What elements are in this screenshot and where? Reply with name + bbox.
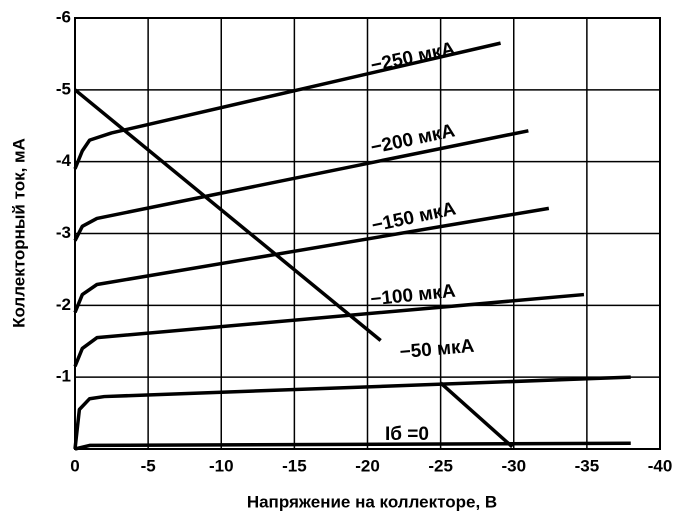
load-line xyxy=(73,88,382,342)
x-tick-label: -40 xyxy=(648,456,673,475)
curve xyxy=(73,206,550,314)
curve xyxy=(73,292,585,368)
y-tick-label: -4 xyxy=(56,151,72,170)
curve xyxy=(73,41,501,170)
x-tick-label: -5 xyxy=(141,456,156,475)
curve xyxy=(73,129,529,242)
curve-label: −50 мкА xyxy=(399,336,476,363)
x-tick-label: -15 xyxy=(282,456,307,475)
x-tick-label: -10 xyxy=(209,456,234,475)
x-tick-label: -35 xyxy=(575,456,600,475)
y-tick-label: -6 xyxy=(56,7,71,26)
curve xyxy=(73,375,631,450)
x-tick-label: -20 xyxy=(355,456,380,475)
x-tick-label: 0 xyxy=(70,456,79,475)
y-tick-label: -2 xyxy=(56,295,71,314)
x-tick-label: -30 xyxy=(501,456,526,475)
load-line xyxy=(439,381,514,449)
curve-label: Iб =0 xyxy=(385,424,429,445)
y-tick-label: -1 xyxy=(56,367,71,386)
y-tick-label: -5 xyxy=(56,79,71,98)
curve-label: −250 мкА xyxy=(369,38,457,76)
y-tick-label: -3 xyxy=(56,223,71,242)
curve xyxy=(74,441,631,451)
y-axis-label: Коллекторный ток, мА xyxy=(9,138,28,328)
x-tick-label: -25 xyxy=(428,456,453,475)
x-axis-label: Напряжение на коллекторе, В xyxy=(247,492,497,511)
